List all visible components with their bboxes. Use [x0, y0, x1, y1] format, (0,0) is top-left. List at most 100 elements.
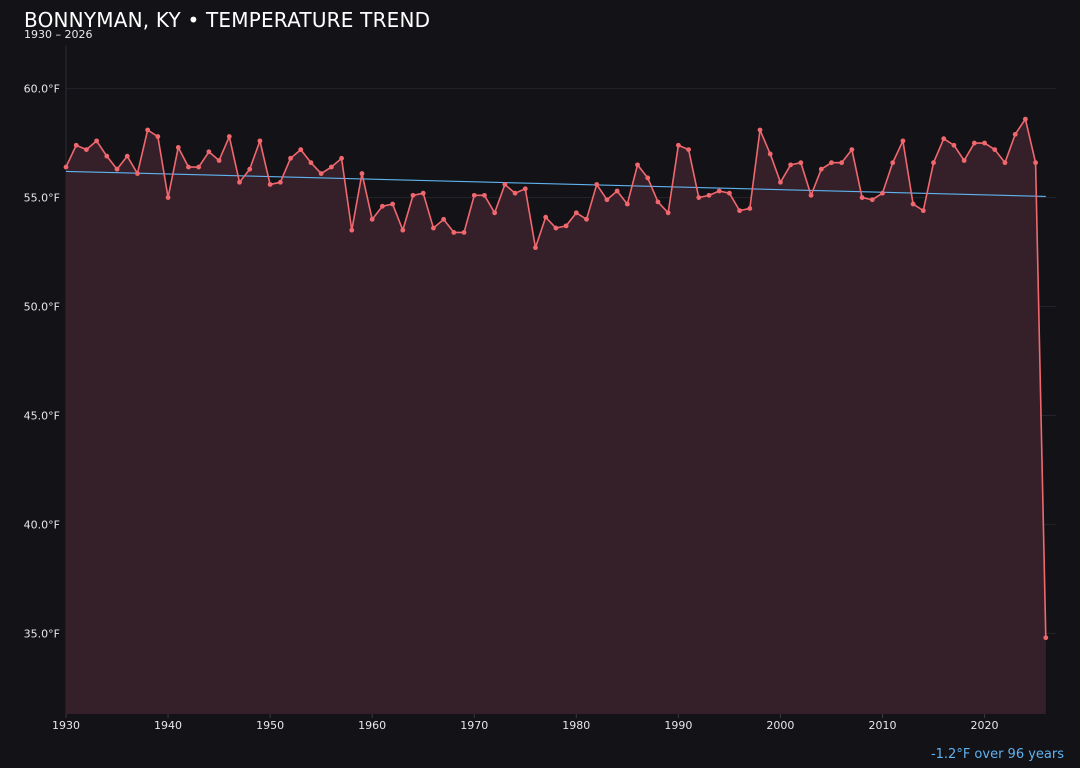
- data-point: [961, 158, 967, 163]
- data-point: [573, 210, 579, 216]
- data-point: [645, 175, 651, 181]
- data-point: [655, 199, 661, 205]
- data-point: [94, 138, 100, 144]
- data-point: [226, 134, 232, 139]
- data-point: [971, 140, 977, 146]
- data-point: [941, 136, 947, 142]
- data-point: [318, 171, 324, 176]
- x-tick-label: 2000: [766, 719, 794, 732]
- data-point: [441, 216, 447, 222]
- data-point: [737, 208, 743, 214]
- data-point: [379, 203, 385, 209]
- y-tick-label: 35.0°F: [24, 627, 60, 640]
- x-tick-label: 1980: [562, 719, 590, 732]
- data-point: [635, 162, 640, 168]
- data-point: [931, 160, 936, 166]
- x-tick-label: 2020: [971, 719, 999, 732]
- data-point: [788, 162, 794, 168]
- data-point: [73, 142, 79, 148]
- x-tick-label: 1990: [664, 719, 692, 732]
- data-point: [686, 147, 691, 152]
- data-point: [1043, 635, 1049, 641]
- data-point: [849, 147, 855, 152]
- data-point: [992, 147, 998, 152]
- data-point: [1033, 160, 1038, 166]
- data-point: [818, 166, 824, 172]
- x-tick-label: 1970: [460, 719, 488, 732]
- data-point: [451, 230, 457, 235]
- trend-summary: -1.2°F over 96 years: [930, 747, 1064, 762]
- x-tick-label: 1940: [154, 719, 182, 732]
- data-point: [461, 230, 467, 235]
- data-point: [298, 147, 304, 152]
- data-point: [1012, 131, 1018, 137]
- data-point: [706, 192, 712, 198]
- data-point: [747, 206, 753, 211]
- data-point: [308, 160, 314, 166]
- data-point: [533, 245, 538, 251]
- data-point: [482, 192, 487, 198]
- data-point: [727, 190, 732, 196]
- chart-subtitle: 1930 – 2026: [24, 28, 93, 41]
- data-point: [145, 127, 151, 133]
- data-point: [1022, 116, 1028, 122]
- data-point: [767, 151, 773, 157]
- data-point: [900, 138, 906, 144]
- y-tick-label: 55.0°F: [24, 192, 60, 205]
- data-point: [124, 153, 130, 159]
- temperature-area-fill: [66, 119, 1046, 715]
- data-point: [104, 153, 110, 159]
- data-point: [84, 147, 89, 152]
- data-point: [920, 208, 926, 214]
- data-point: [431, 225, 436, 231]
- chart-title: BONNYMAN, KY • TEMPERATURE TREND: [24, 8, 431, 32]
- data-point: [604, 197, 610, 203]
- data-point: [675, 142, 681, 148]
- data-point: [614, 188, 620, 194]
- data-point: [594, 182, 600, 187]
- data-point: [492, 210, 498, 216]
- data-point: [624, 201, 630, 207]
- data-point: [339, 155, 344, 161]
- data-point: [216, 158, 222, 163]
- data-point: [553, 225, 559, 231]
- data-point: [798, 160, 804, 166]
- data-point: [1002, 160, 1008, 166]
- y-tick-label: 45.0°F: [24, 409, 60, 422]
- data-point: [135, 171, 140, 176]
- x-tick-label: 2010: [868, 719, 896, 732]
- data-point: [237, 179, 242, 185]
- data-point: [369, 216, 375, 222]
- data-point: [165, 195, 171, 200]
- data-point: [512, 190, 518, 196]
- data-point: [584, 216, 589, 222]
- data-point: [665, 210, 671, 216]
- data-point: [522, 186, 528, 192]
- data-point: [63, 164, 69, 170]
- data-point: [410, 192, 416, 198]
- data-point: [696, 195, 702, 200]
- x-tick-label: 1930: [52, 719, 80, 732]
- data-point: [155, 134, 161, 139]
- data-point: [757, 127, 763, 133]
- data-point: [247, 166, 253, 172]
- data-point: [359, 171, 365, 176]
- data-point: [869, 197, 875, 203]
- data-point: [196, 164, 202, 170]
- data-point: [400, 227, 406, 233]
- data-point: [277, 179, 283, 185]
- data-point: [543, 214, 549, 220]
- data-point: [839, 160, 845, 166]
- data-point: [829, 160, 834, 166]
- data-point: [206, 149, 212, 155]
- data-point: [328, 164, 334, 170]
- data-point: [114, 166, 120, 172]
- data-point: [471, 192, 477, 198]
- data-point: [175, 145, 181, 150]
- data-point: [390, 201, 395, 207]
- data-point: [349, 227, 355, 233]
- x-tick-label: 1950: [256, 719, 284, 732]
- data-point: [778, 179, 783, 185]
- data-point: [267, 182, 273, 187]
